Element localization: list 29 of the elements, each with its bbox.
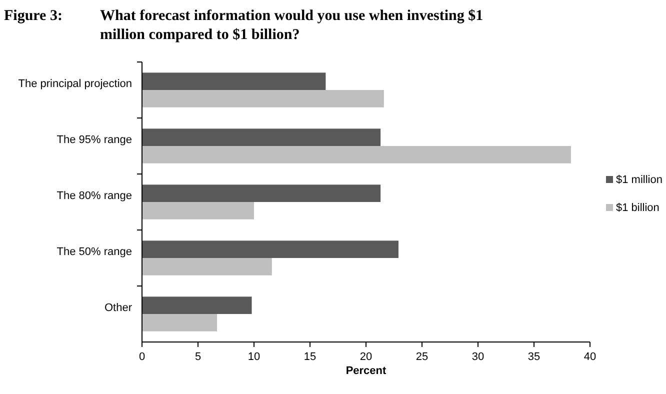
- legend-label: $1 million: [616, 174, 662, 186]
- x-tick-label: 15: [304, 351, 316, 363]
- x-tick-label: 0: [138, 351, 146, 363]
- x-tick-label: 5: [194, 351, 202, 363]
- legend-label: $1 billion: [616, 202, 660, 214]
- bar: [142, 72, 326, 90]
- bar: [142, 184, 381, 202]
- x-axis-title: Percent: [346, 365, 387, 377]
- bar: [142, 314, 218, 332]
- bar: [142, 146, 571, 164]
- bar: [142, 202, 254, 220]
- y-tick-label: Other: [104, 302, 132, 314]
- x-tick-label: 40: [584, 351, 596, 363]
- bar: [142, 128, 381, 146]
- y-tick-label: The 95% range: [56, 134, 132, 146]
- bar: [142, 240, 398, 258]
- x-tick-label: 30: [472, 351, 484, 363]
- x-tick-label: 20: [360, 351, 372, 363]
- x-tick-label: 10: [248, 351, 260, 363]
- x-tick-label: 35: [528, 351, 540, 363]
- bar: [142, 90, 384, 108]
- y-tick-label: The 50% range: [56, 246, 132, 258]
- bar: [142, 258, 272, 276]
- y-tick-label: The 80% range: [56, 190, 132, 202]
- x-tick-label: 25: [416, 351, 428, 363]
- y-tick-label: The principal projection: [18, 78, 132, 90]
- chart-title: What forecast information would you use when investing $1 million compared to $1 billion?: [100, 8, 484, 43]
- caption: Figure 3:: [4, 8, 62, 24]
- bar: [142, 296, 252, 314]
